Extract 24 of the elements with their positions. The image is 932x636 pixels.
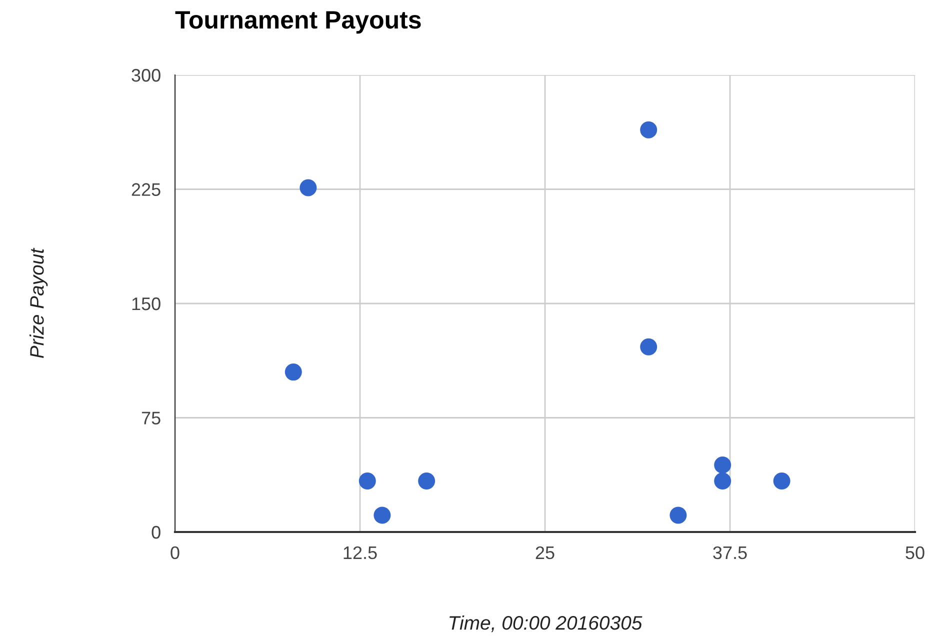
y-tick-label: 300 [132,68,160,82]
x-tick-label: 12.5 [344,546,377,560]
y-axis-title: Prize Payout [30,248,48,358]
x-tick-label: 0 [170,546,180,560]
x-tick-label: 37.5 [713,546,747,560]
point [284,364,302,381]
point [300,179,317,196]
point [358,472,376,490]
x-axis-title: Time, 00:00 20160305 [450,616,642,632]
point [714,472,732,490]
point [640,338,658,356]
x-tick-label: 25 [536,546,554,560]
y-tick-label: 225 [132,183,160,196]
point [374,506,391,524]
point [773,472,790,490]
y-tick-label: 150 [132,297,160,310]
y-tick-label: 75 [142,412,160,424]
x-tick-label: 50 [906,546,924,560]
point [670,506,687,524]
point [714,456,732,474]
point [640,121,658,138]
chart-title: Tournament Payouts [175,11,421,34]
point [418,472,436,490]
y-tick-label: 0 [152,526,160,539]
